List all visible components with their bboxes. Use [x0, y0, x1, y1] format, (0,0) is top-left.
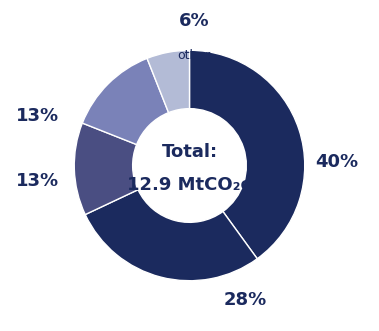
Text: 28%: 28% — [223, 292, 266, 309]
Text: 12.9 MtCO₂e: 12.9 MtCO₂e — [127, 176, 252, 195]
Text: 6%: 6% — [179, 12, 210, 30]
Text: Total:: Total: — [161, 143, 218, 161]
Text: 13%: 13% — [16, 107, 59, 125]
Wedge shape — [190, 50, 305, 259]
Text: other: other — [177, 49, 211, 62]
Wedge shape — [147, 50, 190, 113]
Wedge shape — [82, 58, 169, 145]
Wedge shape — [85, 190, 257, 281]
Wedge shape — [74, 123, 138, 214]
Text: 13%: 13% — [16, 172, 59, 190]
Text: 40%: 40% — [315, 154, 359, 171]
